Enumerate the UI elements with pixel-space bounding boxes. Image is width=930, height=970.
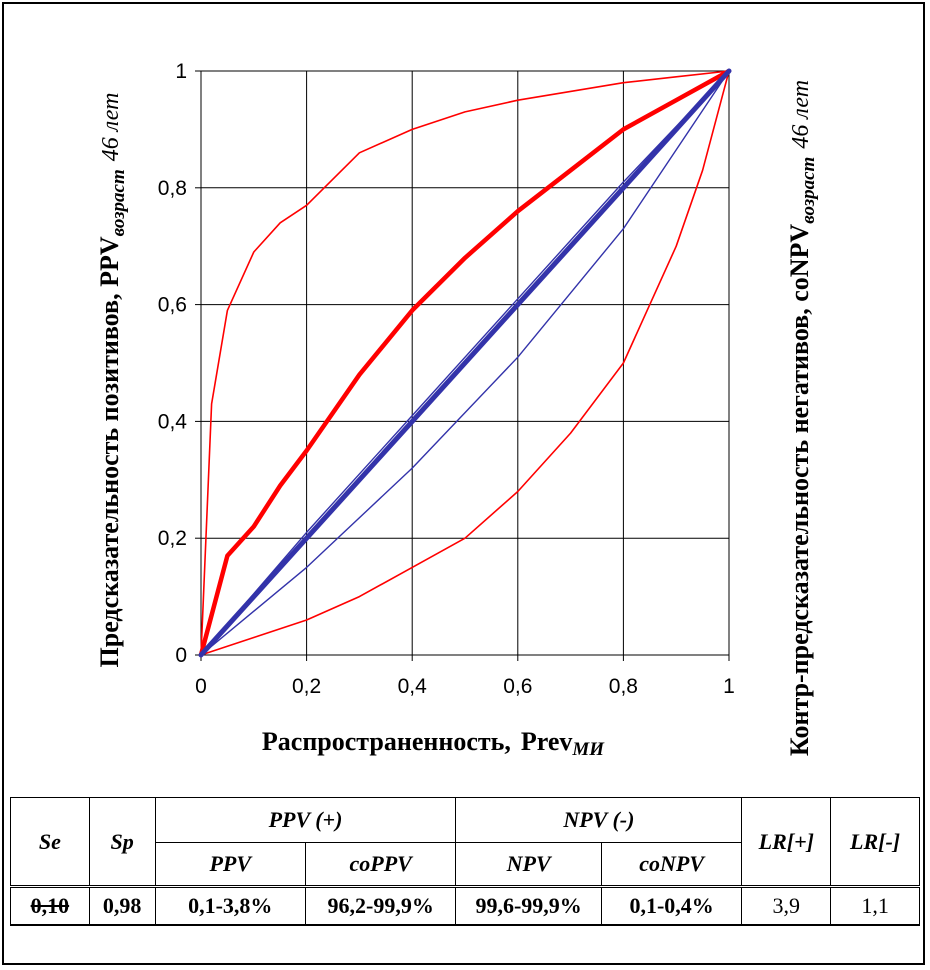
y-axis-right-title: Контр-предсказательность негативов, coNP… bbox=[785, 80, 819, 756]
y-axis-right-title-sub: возраст bbox=[798, 157, 819, 224]
series-line-5 bbox=[200, 70, 730, 656]
x-tick-label: 0,2 bbox=[292, 675, 321, 698]
x-tick-label: 0,4 bbox=[398, 675, 428, 698]
table-header-row-2: PPV coPPV NPV coNPV bbox=[11, 842, 920, 887]
header-lr-pos: LR[+] bbox=[741, 797, 832, 887]
y-tick-label: 0,4 bbox=[158, 410, 188, 433]
cell-sp: 0,98 bbox=[88, 885, 156, 926]
cell-se: 0,10 bbox=[10, 885, 90, 926]
y-tick-label: 0 bbox=[175, 644, 187, 667]
series-line-6 bbox=[200, 70, 730, 656]
header-lr-neg: LR[-] bbox=[830, 797, 920, 887]
x-tick-label: 0 bbox=[195, 675, 207, 698]
x-axis-title-sub: МИ bbox=[571, 739, 605, 760]
series-line-1 bbox=[200, 70, 730, 656]
y-axis-left-title-main: Предсказательность позитивов, PPV bbox=[95, 236, 124, 667]
table-row: 0,10 0,98 0,1-3,8% 96,2-99,9% 99,6-99,9%… bbox=[10, 885, 920, 926]
series-line-4 bbox=[198, 68, 732, 658]
x-axis-title: Распространенность, PrevМИ bbox=[262, 727, 605, 760]
summary-table: Se Sp PPV (+) NPV (-) LR[+] LR[-] PPV co… bbox=[10, 797, 920, 926]
y-axis-right-title-tail: 46 лет bbox=[788, 80, 814, 149]
chart-ticks: 0 0,2 0,4 0,6 0,8 1 0 0,2 0,4 0,6 0,8 1 bbox=[158, 60, 735, 698]
chart: 0 0,2 0,4 0,6 0,8 1 0 0,2 0,4 0,6 0,8 1 Распростран… bbox=[95, 60, 819, 760]
y-tick-label: 0,8 bbox=[158, 177, 187, 200]
header-npv: NPV bbox=[455, 842, 602, 887]
header-se: Se bbox=[10, 797, 90, 887]
table-header-row-1: Se Sp PPV (+) NPV (-) LR[+] LR[-] bbox=[10, 797, 920, 887]
y-tick-label: 1 bbox=[175, 60, 187, 83]
y-axis-left-title-tail: 46 лет bbox=[98, 93, 124, 162]
header-ppv: PPV bbox=[154, 842, 306, 887]
header-conpv: coNPV bbox=[600, 842, 743, 887]
y-axis-right-title-main: Контр-предсказательность негативов, coNP… bbox=[785, 224, 814, 756]
cell-npv: 99,6-99,9% bbox=[455, 885, 602, 926]
header-coppv: coPPV bbox=[304, 842, 457, 887]
cell-coppv: 96,2-99,9% bbox=[304, 885, 457, 926]
series-line-2 bbox=[198, 68, 732, 658]
y-tick-label: 0,2 bbox=[158, 527, 187, 550]
cell-conpv: 0,1-0,4% bbox=[600, 885, 743, 926]
header-npv-group: NPV (-) bbox=[455, 797, 743, 843]
y-axis-left-title-sub: возраст bbox=[108, 169, 129, 236]
header-ppv-group: PPV (+) bbox=[154, 797, 457, 843]
cell-lr-pos: 3,9 bbox=[741, 885, 832, 926]
x-axis-title-main: Распространенность, bbox=[262, 727, 511, 756]
header-sp: Sp bbox=[88, 797, 156, 887]
y-axis-left-title: Предсказательность позитивов, PPVвозраст… bbox=[95, 93, 129, 668]
y-tick-label: 0,6 bbox=[158, 294, 187, 317]
cell-ppv: 0,1-3,8% bbox=[154, 885, 306, 926]
series-line-3 bbox=[200, 70, 730, 656]
x-tick-label: 0,8 bbox=[609, 675, 638, 698]
x-tick-label: 0,6 bbox=[503, 675, 532, 698]
x-axis-title-var: Prev bbox=[521, 727, 573, 756]
x-tick-label: 1 bbox=[723, 675, 735, 698]
chart-series-group bbox=[198, 68, 732, 658]
cell-lr-neg: 1,1 bbox=[830, 885, 920, 926]
